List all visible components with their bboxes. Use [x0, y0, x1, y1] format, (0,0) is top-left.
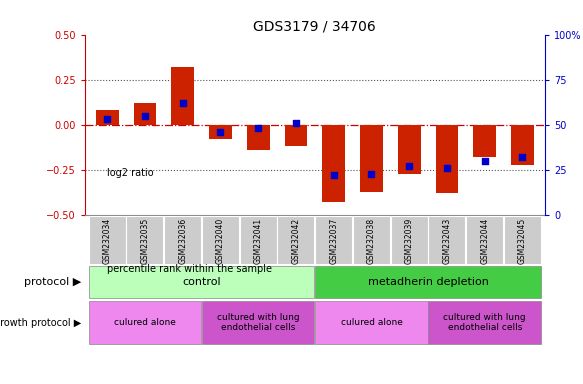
Text: growth protocol ▶: growth protocol ▶: [0, 318, 82, 328]
Text: percentile rank within the sample: percentile rank within the sample: [107, 264, 272, 274]
Bar: [171, 67, 194, 125]
Bar: [134, 103, 156, 125]
Bar: [504, 215, 541, 265]
Bar: [511, 125, 534, 164]
Text: GSM232034: GSM232034: [103, 217, 112, 264]
Bar: [247, 125, 269, 150]
Bar: [353, 215, 390, 265]
Bar: [164, 215, 201, 265]
Text: GSM232040: GSM232040: [216, 217, 225, 264]
Text: cultured with lung
endothelial cells: cultured with lung endothelial cells: [217, 313, 300, 332]
Bar: [127, 215, 163, 265]
Bar: [278, 215, 314, 265]
Bar: [89, 215, 126, 265]
Text: GSM232041: GSM232041: [254, 217, 263, 264]
Bar: [473, 125, 496, 157]
Point: [405, 163, 414, 169]
Point: [292, 120, 301, 126]
Bar: [391, 215, 428, 265]
Bar: [360, 125, 383, 192]
Text: GSM232037: GSM232037: [329, 217, 338, 264]
Title: GDS3179 / 34706: GDS3179 / 34706: [254, 20, 376, 33]
Bar: [315, 301, 428, 344]
Bar: [466, 215, 503, 265]
Text: metadherin depletion: metadherin depletion: [368, 277, 489, 287]
Point: [367, 170, 376, 177]
Bar: [89, 301, 201, 344]
Point: [103, 116, 112, 122]
Bar: [429, 301, 541, 344]
Bar: [322, 125, 345, 202]
Text: control: control: [182, 277, 221, 287]
Bar: [285, 125, 307, 146]
Bar: [90, 169, 101, 177]
Text: GSM232044: GSM232044: [480, 217, 489, 264]
Bar: [436, 125, 458, 194]
Bar: [202, 301, 314, 344]
Text: GSM232042: GSM232042: [292, 217, 300, 264]
Point: [518, 154, 527, 161]
Text: log2 ratio: log2 ratio: [107, 168, 153, 178]
Bar: [315, 215, 352, 265]
Bar: [209, 125, 232, 139]
Text: culured alone: culured alone: [340, 318, 402, 327]
Text: cultured with lung
endothelial cells: cultured with lung endothelial cells: [444, 313, 526, 332]
Point: [141, 113, 150, 119]
Point: [254, 125, 263, 131]
Bar: [90, 265, 101, 273]
Bar: [89, 266, 314, 298]
Point: [480, 158, 489, 164]
Bar: [429, 215, 465, 265]
Text: GSM232038: GSM232038: [367, 217, 376, 264]
Text: GSM232045: GSM232045: [518, 217, 527, 264]
Text: GSM232039: GSM232039: [405, 217, 414, 264]
Text: culured alone: culured alone: [114, 318, 176, 327]
Text: GSM232035: GSM232035: [141, 217, 149, 264]
Bar: [202, 215, 239, 265]
Point: [216, 129, 225, 135]
Point: [442, 165, 452, 171]
Text: GSM232043: GSM232043: [442, 217, 451, 264]
Bar: [240, 215, 277, 265]
Point: [329, 172, 338, 179]
Bar: [398, 125, 420, 174]
Point: [178, 100, 187, 106]
Text: protocol ▶: protocol ▶: [24, 277, 82, 287]
Bar: [315, 266, 541, 298]
Bar: [96, 110, 118, 125]
Text: GSM232036: GSM232036: [178, 217, 187, 264]
